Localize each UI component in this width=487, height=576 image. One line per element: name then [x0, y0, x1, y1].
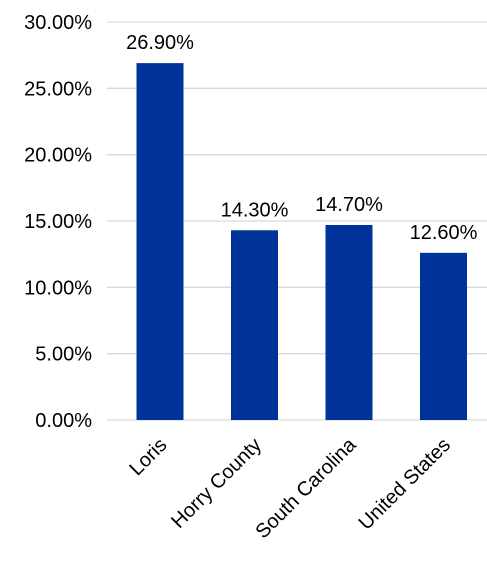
data-label: 14.30% [221, 199, 289, 221]
y-tick-label: 0.00% [35, 410, 92, 432]
category-label: Horry County [167, 434, 266, 533]
bar [231, 230, 278, 420]
y-tick-label: 20.00% [24, 145, 92, 167]
y-tick-label: 10.00% [24, 277, 92, 299]
y-tick-label: 30.00% [24, 12, 92, 34]
bar [325, 224, 373, 420]
data-labels: 26.90% 14.30% 14.70% 12.60% [126, 32, 478, 244]
bar [136, 63, 184, 420]
data-label: 12.60% [410, 222, 478, 244]
y-axis-tick-labels: 0.00% 5.00% 10.00% 15.00% 20.00% 25.00% 30.00% [24, 12, 92, 432]
category-label: Loris [125, 434, 171, 480]
data-label: 14.70% [315, 194, 383, 216]
bar [420, 252, 467, 420]
data-label: 26.90% [126, 32, 194, 54]
category-label: South Carolina [251, 433, 361, 543]
y-tick-label: 15.00% [24, 211, 92, 233]
y-tick-label: 5.00% [35, 344, 92, 366]
y-tick-label: 25.00% [24, 78, 92, 100]
category-label: United States [355, 434, 455, 534]
bars [136, 63, 467, 420]
